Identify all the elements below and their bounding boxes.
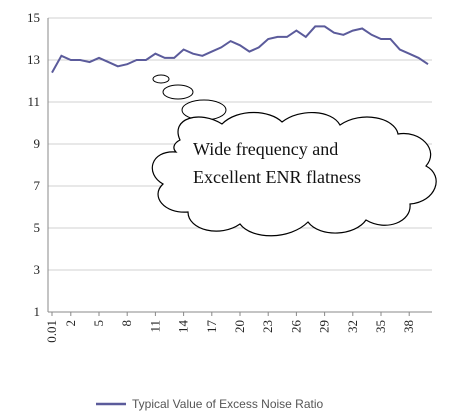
x-tick-label: 26 — [288, 320, 303, 334]
y-tick-label: 7 — [34, 178, 41, 193]
y-tick-label: 1 — [34, 304, 41, 319]
y-tick-label: 5 — [34, 220, 41, 235]
bubble-dot-small — [152, 74, 170, 84]
x-tick-label: 38 — [401, 320, 416, 333]
legend-label: Typical Value of Excess Noise Ratio — [132, 397, 324, 411]
x-tick-label: 14 — [176, 320, 191, 334]
thought-bubble-callout: Wide frequency and Excellent ENR flatnes… — [151, 74, 437, 237]
x-tick-label: 11 — [147, 320, 162, 333]
y-tick-label: 9 — [34, 136, 41, 151]
legend: Typical Value of Excess Noise Ratio — [96, 397, 324, 411]
x-tick-label: 23 — [260, 320, 275, 333]
x-tick-label: 29 — [317, 320, 332, 333]
x-tick-label: 17 — [204, 320, 219, 334]
cloud-shape — [151, 111, 437, 237]
y-tick-label: 11 — [27, 94, 40, 109]
x-axis-ticks: 0.01 2 5 8 11 14 17 20 23 26 29 32 35 38 — [44, 312, 416, 343]
callout-line-2: Excellent ENR flatness — [193, 167, 361, 187]
callout-line-1: Wide frequency and — [193, 139, 338, 159]
series-line — [51, 25, 429, 74]
x-tick-label: 35 — [373, 320, 388, 333]
x-tick-label: 0.01 — [44, 320, 59, 343]
y-tick-label: 15 — [27, 10, 40, 25]
x-tick-label: 8 — [119, 320, 134, 327]
x-tick-label: 32 — [345, 320, 360, 333]
y-tick-label: 13 — [27, 52, 40, 67]
x-tick-label: 5 — [91, 320, 106, 327]
x-tick-label: 2 — [63, 320, 78, 327]
bubble-dot-medium — [162, 84, 194, 100]
y-tick-label: 3 — [34, 262, 41, 277]
series-lines — [51, 25, 429, 74]
x-tick-label: 20 — [232, 320, 247, 333]
